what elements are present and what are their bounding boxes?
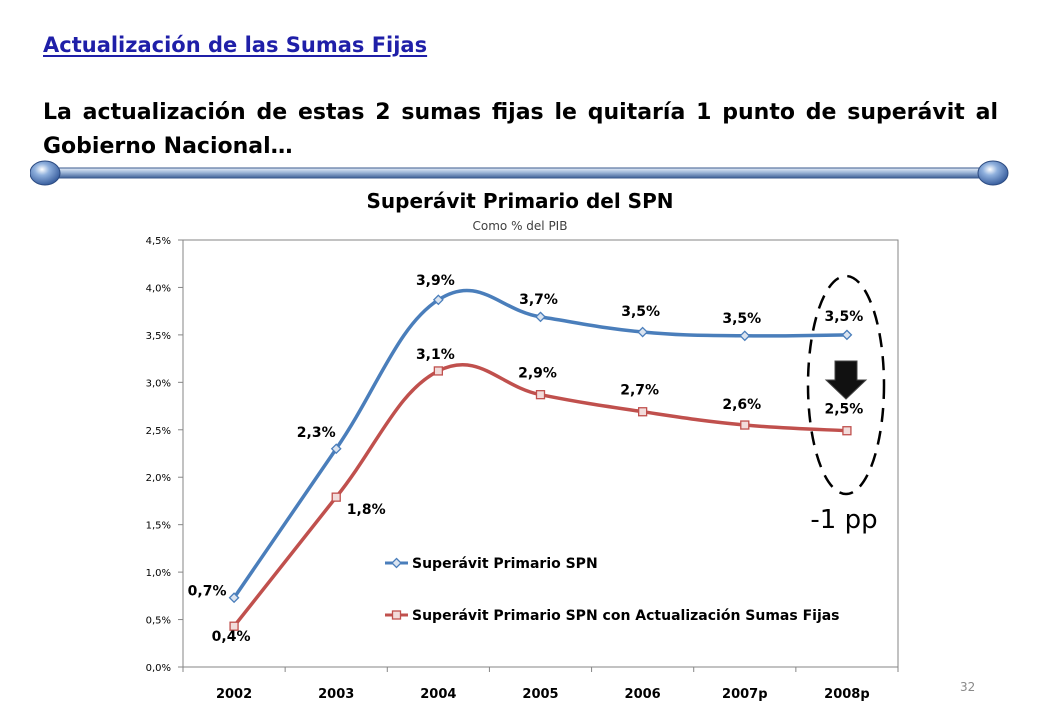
x-tick-label: 2007p (722, 687, 768, 702)
series-2-data-label: 2,7% (620, 383, 659, 399)
series-2-point (842, 426, 852, 436)
series-2-point (740, 420, 750, 430)
page-number: 32 (960, 680, 976, 694)
slide-title: Actualización de las Sumas Fijas (43, 33, 428, 57)
y-tick-label: 3,0% (146, 378, 171, 389)
series-2-point (433, 366, 444, 376)
series-2-point (331, 492, 341, 502)
series-2-point (535, 390, 546, 400)
legend-label-series-2: Superávit Primario SPN con Actualización… (412, 608, 840, 624)
series-1-point (228, 592, 240, 604)
divider-cap-left (30, 160, 61, 186)
y-tick-label: 1,5% (146, 521, 171, 532)
x-tick-label: 2006 (625, 687, 661, 702)
series-1-data-label: 3,9% (416, 273, 455, 289)
series-1-point (330, 443, 342, 455)
y-tick-label: 0,0% (146, 663, 171, 674)
arrow-down-icon (824, 360, 868, 400)
legend-marker-series-1 (391, 557, 402, 569)
series-2-data-label: 0,4% (212, 629, 251, 645)
series-1-point (637, 326, 649, 338)
x-tick-label: 2005 (522, 687, 558, 702)
series-2-data-label: 2,5% (825, 402, 864, 418)
y-tick-label: 4,0% (146, 283, 171, 294)
series-1-point (432, 294, 444, 306)
x-tick-label: 2004 (420, 687, 456, 702)
series-1-data-label: 3,7% (519, 292, 558, 308)
chart-legend: Superávit Primario SPN Superávit Primari… (385, 556, 840, 624)
series-2-data-label: 3,1% (416, 347, 455, 363)
y-tick-label: 1,0% (146, 568, 171, 579)
plot-area: 0,0% 0,5% 1,0% 1,5% 2,0% 2,5% 3,0% 3,5% 4,0% 4,5%… (146, 236, 899, 702)
legend-marker-series-2 (391, 610, 402, 620)
chart-title: Superávit Primario del SPN (367, 189, 674, 213)
slide-subtitle: La actualización de estas 2 sumas fijas … (43, 100, 998, 159)
y-tick-label: 2,5% (146, 426, 171, 437)
series-2-point (229, 621, 239, 631)
series-1-data-label: 3,5% (825, 309, 864, 325)
y-tick-label: 2,0% (146, 473, 171, 484)
annotation-label: -1 pp (810, 505, 877, 535)
x-tick-label: 2008p (824, 687, 870, 702)
series-line-1 (232, 288, 849, 600)
series-2-data-label: 2,6% (722, 397, 761, 413)
series-1-data-label: 3,5% (722, 311, 761, 327)
series-1-data-label: 0,7% (188, 584, 227, 600)
y-tick-label: 0,5% (146, 616, 171, 627)
divider-cap-right (977, 160, 1009, 186)
y-tick-label: 4,5% (146, 236, 171, 247)
x-tick-label: 2002 (216, 687, 252, 702)
series-1-point (841, 329, 853, 341)
plot-border (182, 239, 899, 668)
series-1-point (535, 311, 546, 323)
series-2-data-label: 1,8% (347, 502, 386, 518)
legend-label-series-1: Superávit Primario SPN (412, 556, 598, 572)
x-tick-label: 2003 (318, 687, 354, 702)
series-1-data-label: 3,5% (621, 304, 660, 320)
reduction-annotation: -1 pp (806, 274, 886, 535)
y-tick-label: 3,5% (146, 331, 171, 342)
chart-subtitle: Como % del PIB (473, 219, 568, 233)
decorative-divider (30, 160, 1009, 186)
highlight-ellipse (806, 274, 886, 496)
series-1-point (739, 330, 751, 342)
series-2-data-label: 2,9% (518, 366, 557, 382)
series-2-point (637, 407, 648, 417)
series-1-data-label: 2,3% (297, 425, 336, 441)
